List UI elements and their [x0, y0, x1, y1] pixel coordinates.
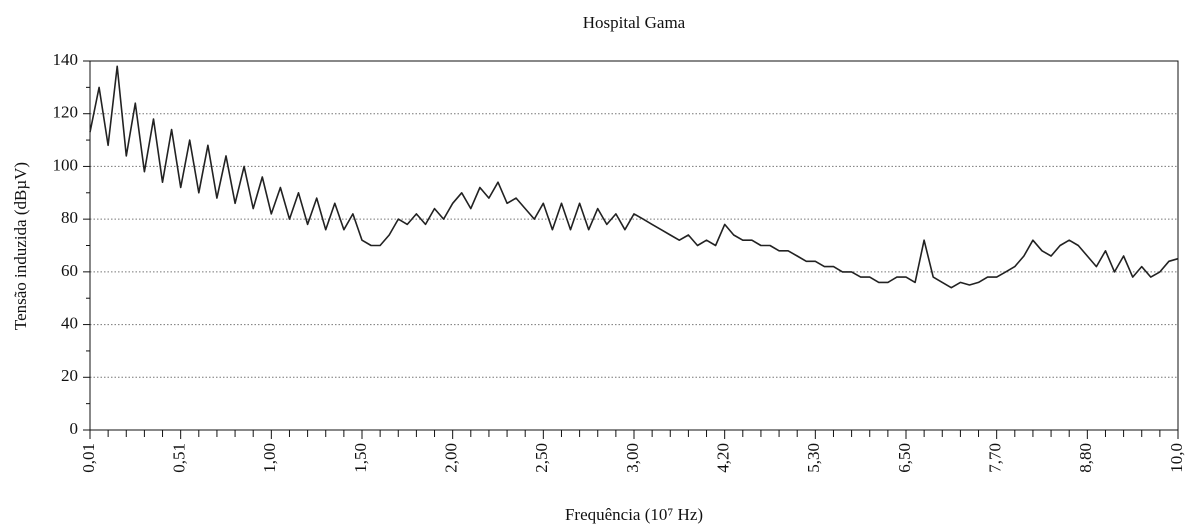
- y-tick-label: 120: [53, 103, 79, 122]
- y-tick-label: 60: [61, 261, 78, 280]
- y-tick-label: 100: [53, 155, 79, 174]
- x-tick-label: 6,50: [895, 443, 914, 473]
- x-tick-label: 2,00: [442, 443, 461, 473]
- y-tick-label: 80: [61, 208, 78, 227]
- x-tick-label: 7,70: [986, 443, 1005, 473]
- x-axis-label: Frequência (10⁷ Hz): [565, 505, 703, 524]
- x-tick-label: 1,50: [351, 443, 370, 473]
- y-tick-label: 140: [53, 50, 79, 69]
- x-tick-label: 0,51: [170, 443, 189, 473]
- x-tick-label: 8,80: [1076, 443, 1095, 473]
- x-tick-label: 10,0: [1167, 443, 1186, 473]
- x-tick-label: 5,30: [804, 443, 823, 473]
- x-tick-label: 0,01: [79, 443, 98, 473]
- y-tick-label: 0: [70, 419, 79, 438]
- x-tick-label: 2,50: [532, 443, 551, 473]
- chart-title: Hospital Gama: [583, 13, 686, 32]
- y-tick-label: 20: [61, 366, 78, 385]
- x-tick-label: 1,00: [260, 443, 279, 473]
- y-tick-label: 40: [61, 313, 78, 332]
- y-axis-label: Tensão induzida (dBµV): [11, 162, 30, 330]
- x-tick-label: 3,00: [623, 443, 642, 473]
- x-tick-label: 4,20: [714, 443, 733, 473]
- line-series: [89, 65, 1179, 289]
- plot-frame: [89, 60, 1179, 431]
